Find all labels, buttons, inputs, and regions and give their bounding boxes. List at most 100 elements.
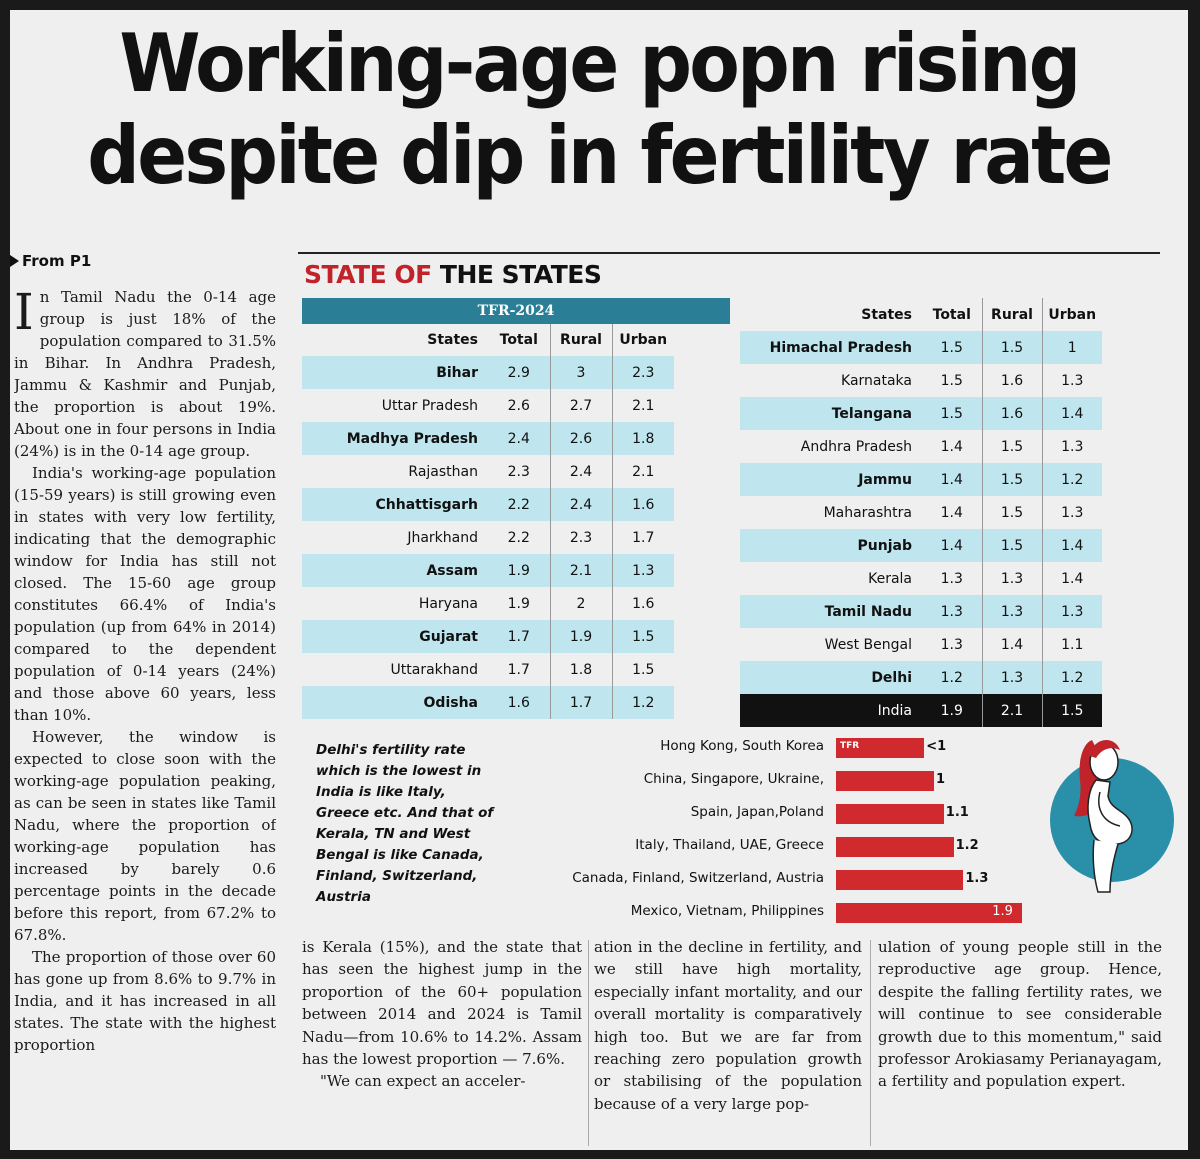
urban-value: 1.5 xyxy=(611,653,674,686)
article-paragraph: is Kerala (15%), and the state that has … xyxy=(302,938,582,1069)
table-body: Himachal Pradesh 1.5 1.5 1 Karnataka 1.5 1.6 1.… xyxy=(740,331,1102,694)
state-name: Punjab xyxy=(740,529,922,562)
hair-top xyxy=(1090,739,1120,758)
total-value: 1.4 xyxy=(940,438,963,455)
state-name: Maharashtra xyxy=(823,504,912,521)
total-value: 2.2 xyxy=(488,488,550,521)
bar-value-label: 1.3 xyxy=(965,871,989,886)
rural-value: 2 xyxy=(549,587,612,620)
rural-value: 1.5 xyxy=(981,529,1042,562)
header-total: Total xyxy=(932,306,971,323)
urban-value: 1.3 xyxy=(1041,364,1102,397)
article-column-4: ulation of young people still in the rep… xyxy=(878,936,1162,1148)
tfr-table-right: States Total Rural Urban Himachal Prades… xyxy=(740,298,1166,727)
state-name: Himachal Pradesh xyxy=(740,331,922,364)
tfr-label: TFR-2024 xyxy=(302,298,730,324)
tfr-tag: TFR xyxy=(840,741,860,751)
bar xyxy=(836,804,944,824)
rural-value: 1.3 xyxy=(981,595,1042,628)
total-value: 1.4 xyxy=(940,504,963,521)
india-total: 1.9 xyxy=(922,694,982,727)
urban-value: 1.6 xyxy=(611,587,674,620)
urban-value: 1.4 xyxy=(1041,562,1102,595)
newspaper-page: Working-age popn rising despite dip in f… xyxy=(10,10,1188,1150)
rural-value: 2.3 xyxy=(549,521,612,554)
country-comparison-chart: Hong Kong, South Korea <1 TFR China, Singap… xyxy=(500,736,1060,936)
rural-value: 1.9 xyxy=(549,620,612,653)
continuation-kicker: From P1 xyxy=(10,252,91,270)
total-value: 1.3 xyxy=(940,570,963,587)
urban-value: 2.1 xyxy=(611,389,674,422)
urban-value: 1.2 xyxy=(611,686,674,719)
state-name: Uttarakhand xyxy=(390,661,478,678)
table-row: Delhi 1.2 1.3 1.2 xyxy=(740,661,1102,694)
kicker-text: From P1 xyxy=(22,252,92,270)
table-row: Jammu 1.4 1.5 1.2 xyxy=(740,463,1102,496)
urban-value: 1.4 xyxy=(1041,397,1102,430)
table-row: Madhya Pradesh 2.4 2.6 1.8 xyxy=(302,422,674,455)
state-name: Bihar xyxy=(302,356,488,389)
state-name: Haryana xyxy=(418,595,478,612)
total-value: 1.5 xyxy=(940,372,963,389)
section-title: STATE OF THE STATES xyxy=(304,260,602,289)
total-value: 1.6 xyxy=(488,686,550,719)
urban-value: 1.3 xyxy=(611,554,674,587)
header-rural: Rural xyxy=(549,324,612,356)
bar-category-label: Italy, Thailand, UAE, Greece xyxy=(635,837,824,853)
bar-value-label: 1 xyxy=(936,772,946,787)
state-name: Chhattisgarh xyxy=(302,488,488,521)
total-value: 1.7 xyxy=(507,661,530,678)
table-row: Bihar 2.9 3 2.3 xyxy=(302,356,674,389)
urban-value: 1 xyxy=(1041,331,1102,364)
article-column-3: ation in the decline in fertility, and w… xyxy=(594,936,862,1148)
urban-value: 1.7 xyxy=(611,521,674,554)
legs-outline xyxy=(1092,839,1119,893)
urban-value: 2.3 xyxy=(611,356,674,389)
rural-value: 3 xyxy=(549,356,612,389)
rural-value: 1.4 xyxy=(981,628,1042,661)
state-name: Uttar Pradesh xyxy=(381,397,478,414)
urban-value: 1.3 xyxy=(1041,430,1102,463)
bar xyxy=(836,903,1023,923)
section-rule xyxy=(298,252,1160,254)
rural-value: 2.4 xyxy=(549,455,612,488)
india-urban: 1.5 xyxy=(1041,694,1102,727)
tfr-table: States Total Rural Urban Himachal Prades… xyxy=(740,298,1102,727)
state-name: Assam xyxy=(302,554,488,587)
rural-value: 1.8 xyxy=(549,653,612,686)
bar-category-label: Hong Kong, South Korea xyxy=(660,738,824,754)
total-value: 1.4 xyxy=(922,463,982,496)
state-name: Andhra Pradesh xyxy=(800,438,912,455)
total-value: 1.3 xyxy=(922,595,982,628)
article-paragraph: India's working-age population (15-59 ye… xyxy=(14,464,276,724)
table-row: Punjab 1.4 1.5 1.4 xyxy=(740,529,1102,562)
section-title-dark: THE STATES xyxy=(439,260,602,289)
table-header-row: States Total Rural Urban xyxy=(740,298,1102,331)
state-name: Delhi xyxy=(740,661,922,694)
urban-value: 1.4 xyxy=(1041,529,1102,562)
table-row: Odisha 1.6 1.7 1.2 xyxy=(302,686,674,719)
table-row: Tamil Nadu 1.3 1.3 1.3 xyxy=(740,595,1102,628)
bar xyxy=(836,870,964,890)
state-name: Rajasthan xyxy=(408,463,478,480)
tfr-table: States Total Rural Urban Bihar 2.9 3 2.3 Utt… xyxy=(302,324,674,719)
table-row: Maharashtra 1.4 1.5 1.3 xyxy=(740,496,1102,529)
bar xyxy=(836,738,925,758)
bar-category-label: Spain, Japan,Poland xyxy=(690,804,824,820)
total-value: 1.9 xyxy=(507,595,530,612)
pregnant-woman-illustration xyxy=(1050,739,1174,893)
bar-value-label: 1.2 xyxy=(955,838,979,853)
urban-value: 1.6 xyxy=(611,488,674,521)
urban-value: 1.2 xyxy=(1041,661,1102,694)
play-arrow-icon xyxy=(10,255,19,267)
rural-value: 1.3 xyxy=(981,562,1042,595)
comparison-note: Delhi's fertility rate which is the lowe… xyxy=(316,742,494,905)
state-name: Telangana xyxy=(740,397,922,430)
rural-value: 1.3 xyxy=(981,661,1042,694)
bar-row: Italy, Thailand, UAE, Greece 1.2 xyxy=(500,835,1060,857)
india-rural: 2.1 xyxy=(981,694,1042,727)
bar-row: Hong Kong, South Korea <1 TFR xyxy=(500,736,1060,758)
article-paragraph: ulation of young people still in the rep… xyxy=(878,938,1162,1091)
state-name: Odisha xyxy=(302,686,488,719)
total-value: 1.9 xyxy=(488,554,550,587)
